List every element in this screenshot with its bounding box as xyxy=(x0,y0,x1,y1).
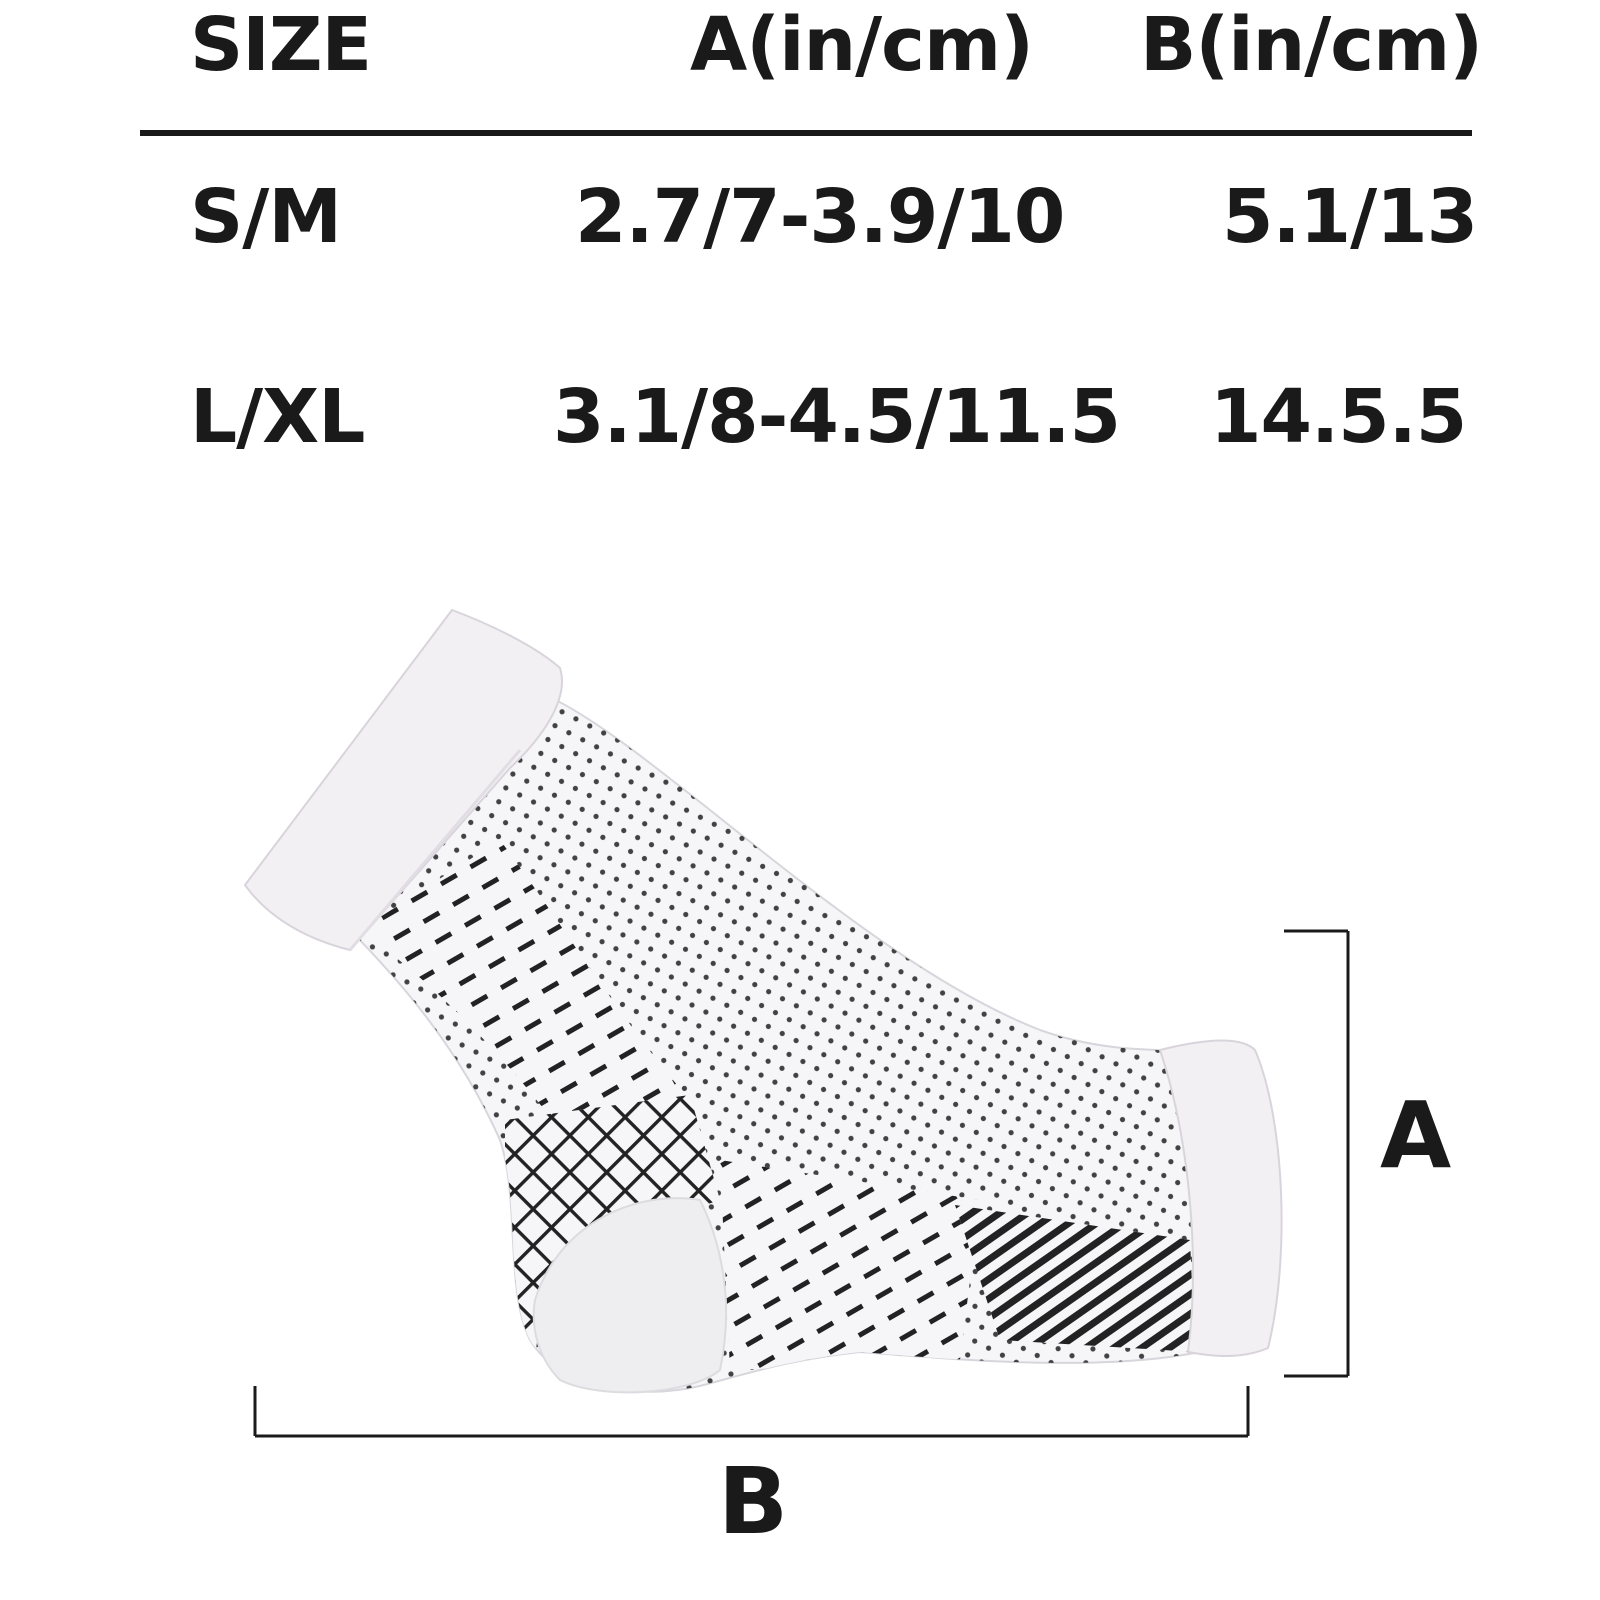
row-sm-b: 5.1/13 xyxy=(1222,174,1478,260)
row-sm-a: 2.7/7-3.9/10 xyxy=(575,174,1065,260)
dimension-b-bracket xyxy=(253,1386,1250,1438)
dimension-a-label: A xyxy=(1380,1082,1452,1189)
header-b: B(in/cm) xyxy=(1140,2,1483,88)
row-lxl-a: 3.1/8-4.5/11.5 xyxy=(553,374,1121,460)
row-lxl-size: L/XL xyxy=(190,374,365,460)
header-a: A(in/cm) xyxy=(690,2,1034,88)
row-lxl-b: 14.5.5 xyxy=(1210,374,1467,460)
header-size: SIZE xyxy=(190,2,372,88)
ankle-sleeve-icon xyxy=(243,608,1350,1438)
row-sm-size: S/M xyxy=(190,174,342,260)
header-divider xyxy=(140,130,1472,136)
dimension-b-label: B xyxy=(718,1448,789,1555)
dimension-a-bracket xyxy=(1284,929,1350,1378)
size-chart-table: SIZE A(in/cm) B(in/cm) S/M 2.7/7-3.9/10 … xyxy=(0,0,1600,480)
product-diagram: A B xyxy=(0,600,1600,1600)
